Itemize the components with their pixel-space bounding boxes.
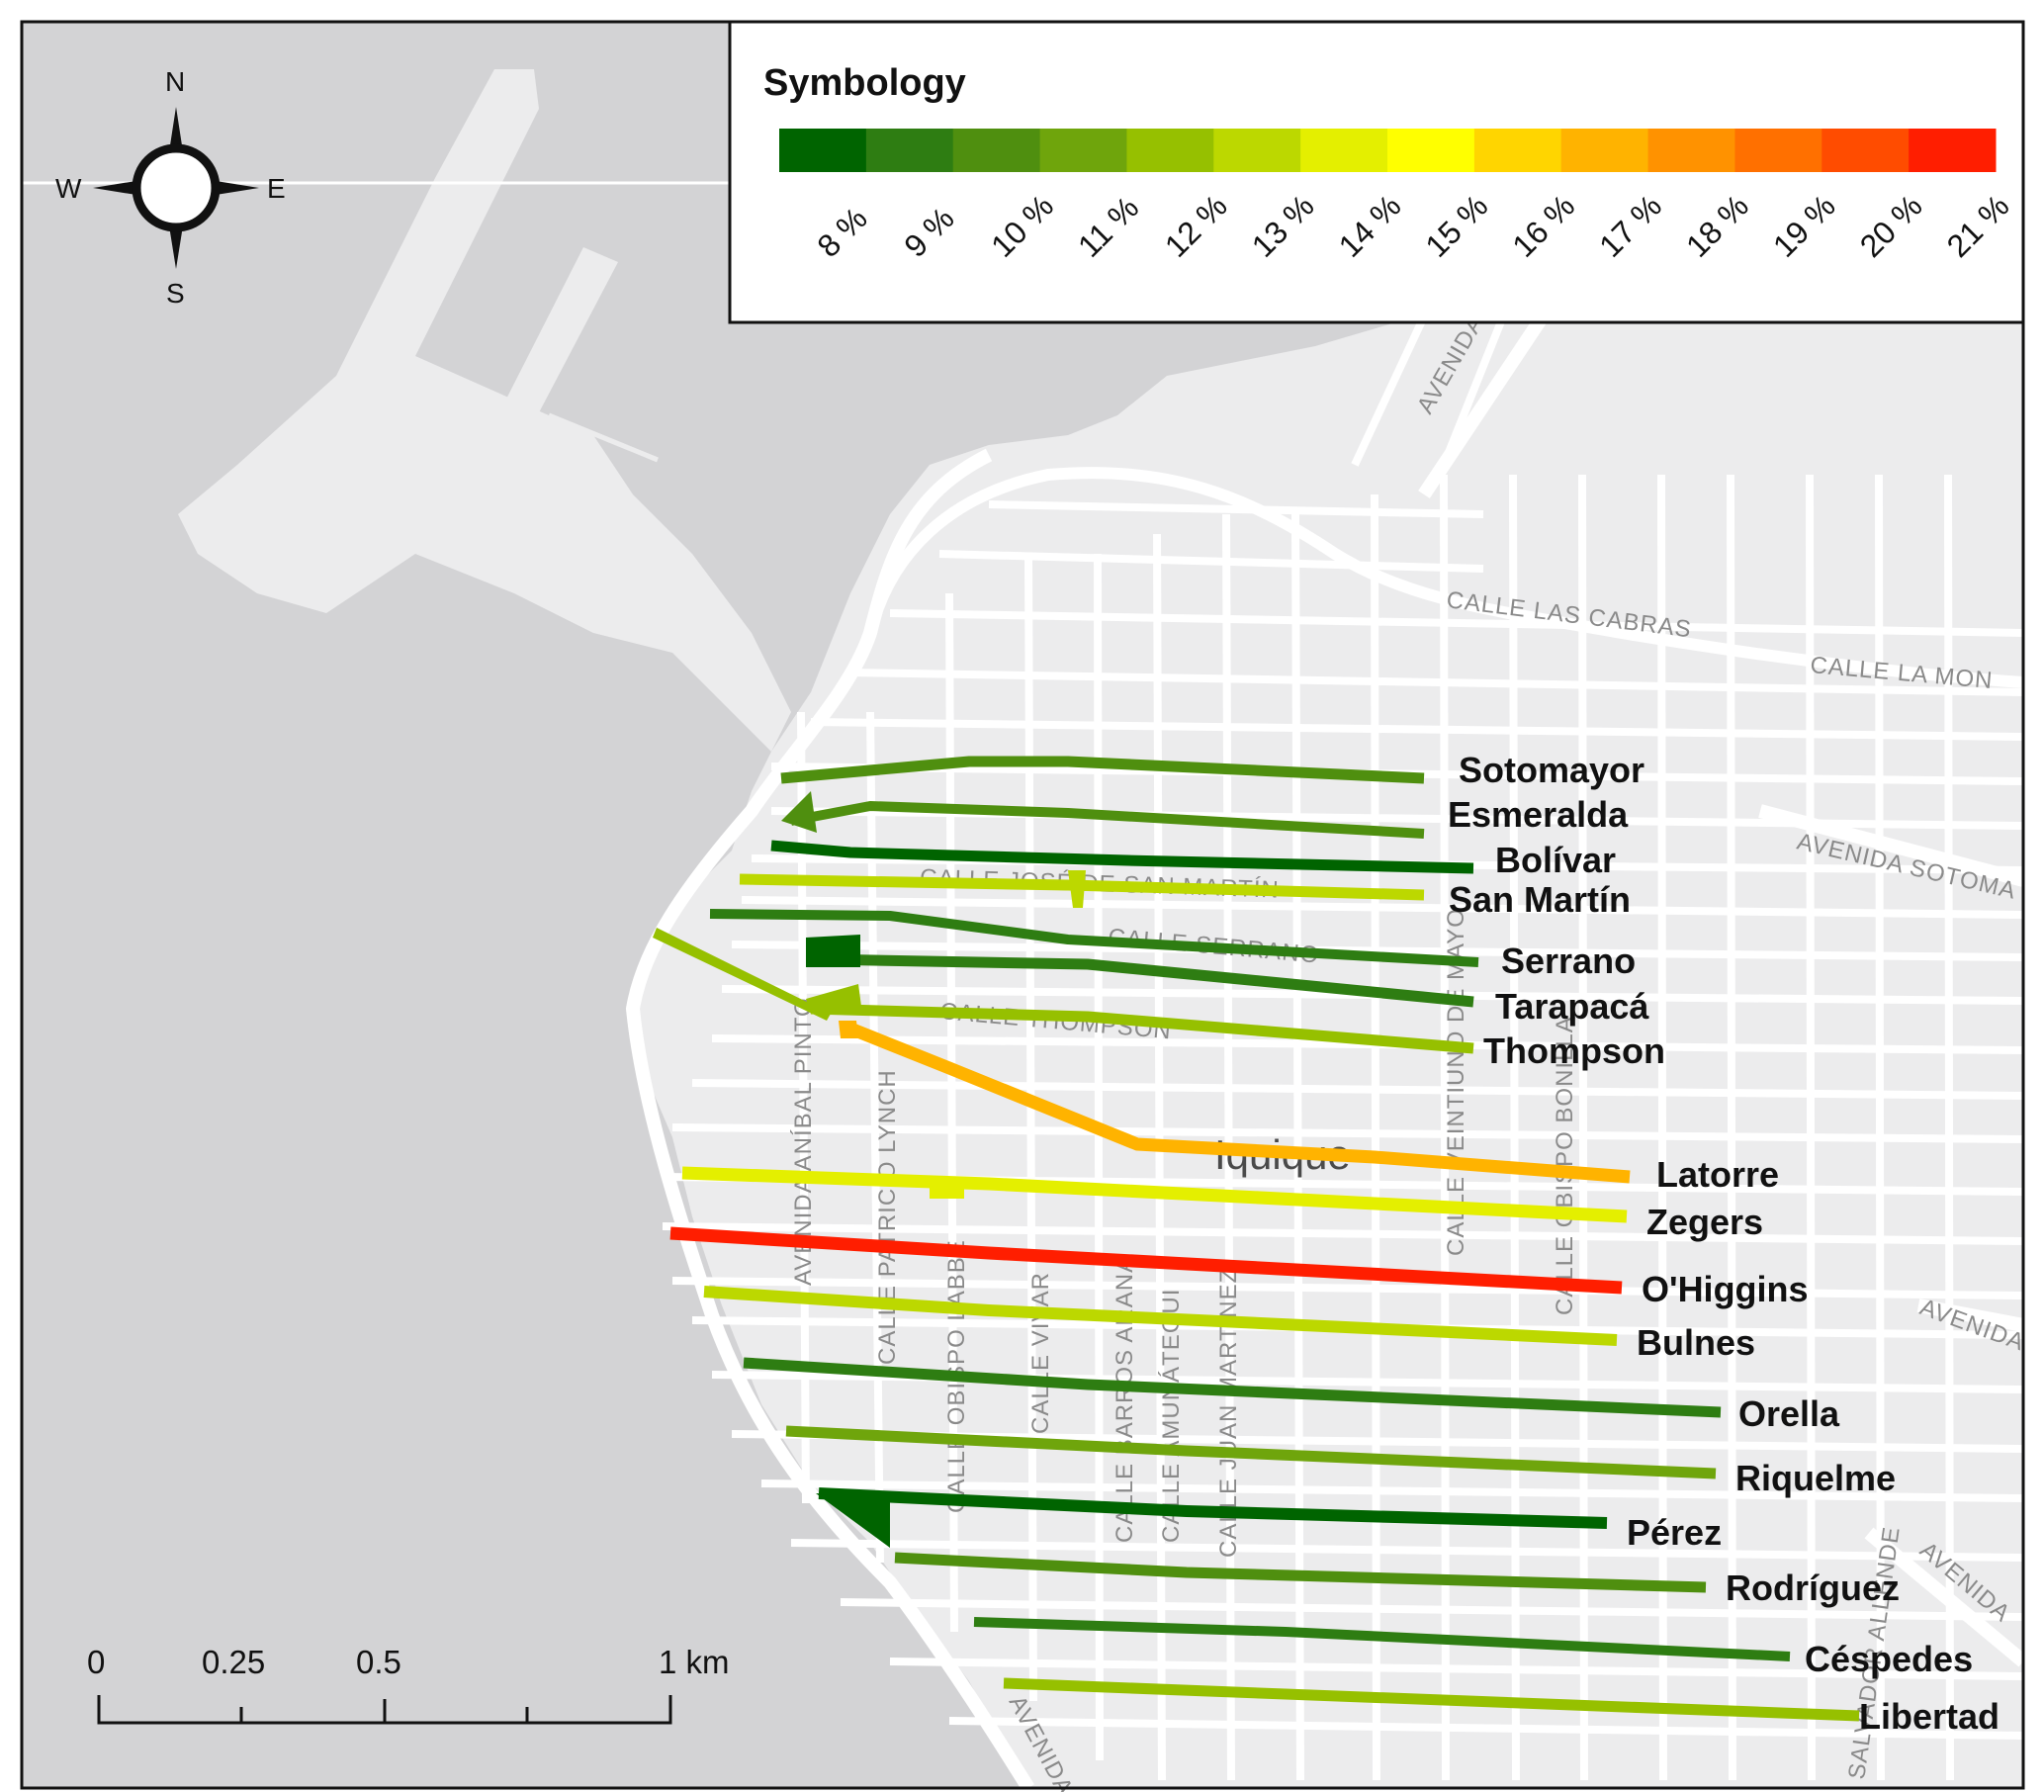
street-segment [781, 791, 817, 833]
legend-swatch [1647, 129, 1735, 172]
legend-swatch [865, 129, 954, 172]
legend-swatch [1822, 129, 1910, 172]
legend-swatch [1126, 129, 1214, 172]
label-calle-amunategui: CALLE AMUNÁTEGUI [1158, 1289, 1185, 1543]
street-segment [930, 1177, 964, 1199]
major-avenues [1418, 313, 2028, 1667]
street-name-label: Bolívar [1495, 840, 1616, 880]
street-segment [806, 984, 862, 1014]
street-segment [790, 801, 1425, 839]
coastal-road [625, 448, 1034, 1792]
street-name-label: Latorre [1656, 1154, 1779, 1195]
street-segment [839, 1021, 858, 1038]
street-segment [785, 1425, 1717, 1479]
street-segment [847, 1022, 1631, 1184]
compass-east-icon [210, 180, 259, 196]
legend-swatch [1909, 129, 1997, 172]
legend-swatch [1387, 129, 1475, 172]
scale-label-025: 0.25 [202, 1644, 265, 1680]
compass-s-label: S [166, 278, 185, 309]
street-name-label: O'Higgins [1642, 1269, 1809, 1309]
street-name-label: Thompson [1483, 1030, 1665, 1071]
street-segment [669, 1226, 1623, 1295]
scale-label-05: 0.5 [356, 1644, 401, 1680]
legend-swatch [779, 129, 867, 172]
label-calle-patricio-lynch: CALLE PATRICIO LYNCH [874, 1069, 901, 1365]
legend-swatch [1734, 129, 1822, 172]
legend-swatch [952, 129, 1041, 172]
street-name-label: Libertad [1859, 1696, 2000, 1737]
legend-colorbar [779, 129, 1997, 172]
legend: Symbology 8 % 9 % 10 % 11 % 12 % 13 % 14 % 15 %… [728, 20, 2025, 324]
legend-swatch [1039, 129, 1127, 172]
street-segment [709, 909, 1479, 967]
legend-swatch [1473, 129, 1562, 172]
street-segment [703, 1286, 1618, 1346]
legend-swatch [1300, 129, 1388, 172]
scale-label-0: 0 [87, 1644, 105, 1680]
street-name-label: Sotomayor [1459, 750, 1644, 790]
compass-ring [132, 143, 221, 232]
street-name-label: Orella [1738, 1393, 1840, 1434]
street-name-label: Serrano [1501, 941, 1636, 981]
street-name-label: Zegers [1646, 1202, 1763, 1242]
street-name-label: Esmeralda [1448, 794, 1629, 835]
street-segment [1003, 1677, 1860, 1722]
street-name-label: Tarapacá [1495, 986, 1649, 1027]
street-name-label: Bulnes [1637, 1322, 1755, 1363]
scale-label-1km: 1 km [659, 1644, 730, 1680]
street-name-label: Pérez [1627, 1512, 1722, 1553]
street-segment [820, 953, 1474, 1008]
street-segment [681, 1166, 1628, 1223]
street-segment [780, 756, 1425, 784]
breakwater [435, 247, 618, 554]
street-segment [806, 935, 860, 967]
street-segment [653, 928, 831, 1021]
legend-swatch [1560, 129, 1649, 172]
compass-west-icon [93, 180, 142, 196]
scale-bar-line [97, 1695, 672, 1725]
compass-rose: N S E W [22, 66, 732, 309]
map-frame-border [20, 20, 2025, 1790]
legend-swatch [1213, 129, 1301, 172]
street-name-label: San Martín [1449, 879, 1631, 920]
street-segment [894, 1552, 1707, 1593]
label-calle-barros-arana: CALLE BARROS ARANA [1111, 1256, 1138, 1543]
breakwater-2 [548, 412, 659, 463]
street-segment [1068, 870, 1086, 908]
compass-n-label: N [165, 66, 185, 97]
street-segment [743, 1357, 1722, 1418]
street-name-label: Céspedes [1805, 1639, 1973, 1679]
street-segment [770, 840, 1474, 874]
port-pier [178, 69, 791, 752]
street-name-label: Riquelme [1735, 1458, 1896, 1498]
street-segment [739, 873, 1425, 901]
compass-w-label: W [55, 173, 82, 204]
compass-south-icon [168, 220, 184, 269]
street-segment [818, 1487, 1608, 1529]
compass-e-label: E [267, 173, 286, 204]
street-layer [653, 756, 1860, 1722]
street-segment [810, 1003, 1474, 1054]
street-segment [816, 1493, 890, 1548]
street-segment [973, 1617, 1791, 1661]
legend-title: Symbology [763, 62, 966, 104]
scale-bar: 0 0.25 0.5 1 km [87, 1644, 730, 1725]
label-calle-vivar: CALLE VIVAR [1027, 1272, 1054, 1434]
street-name-label: Rodríguez [1726, 1568, 1900, 1608]
